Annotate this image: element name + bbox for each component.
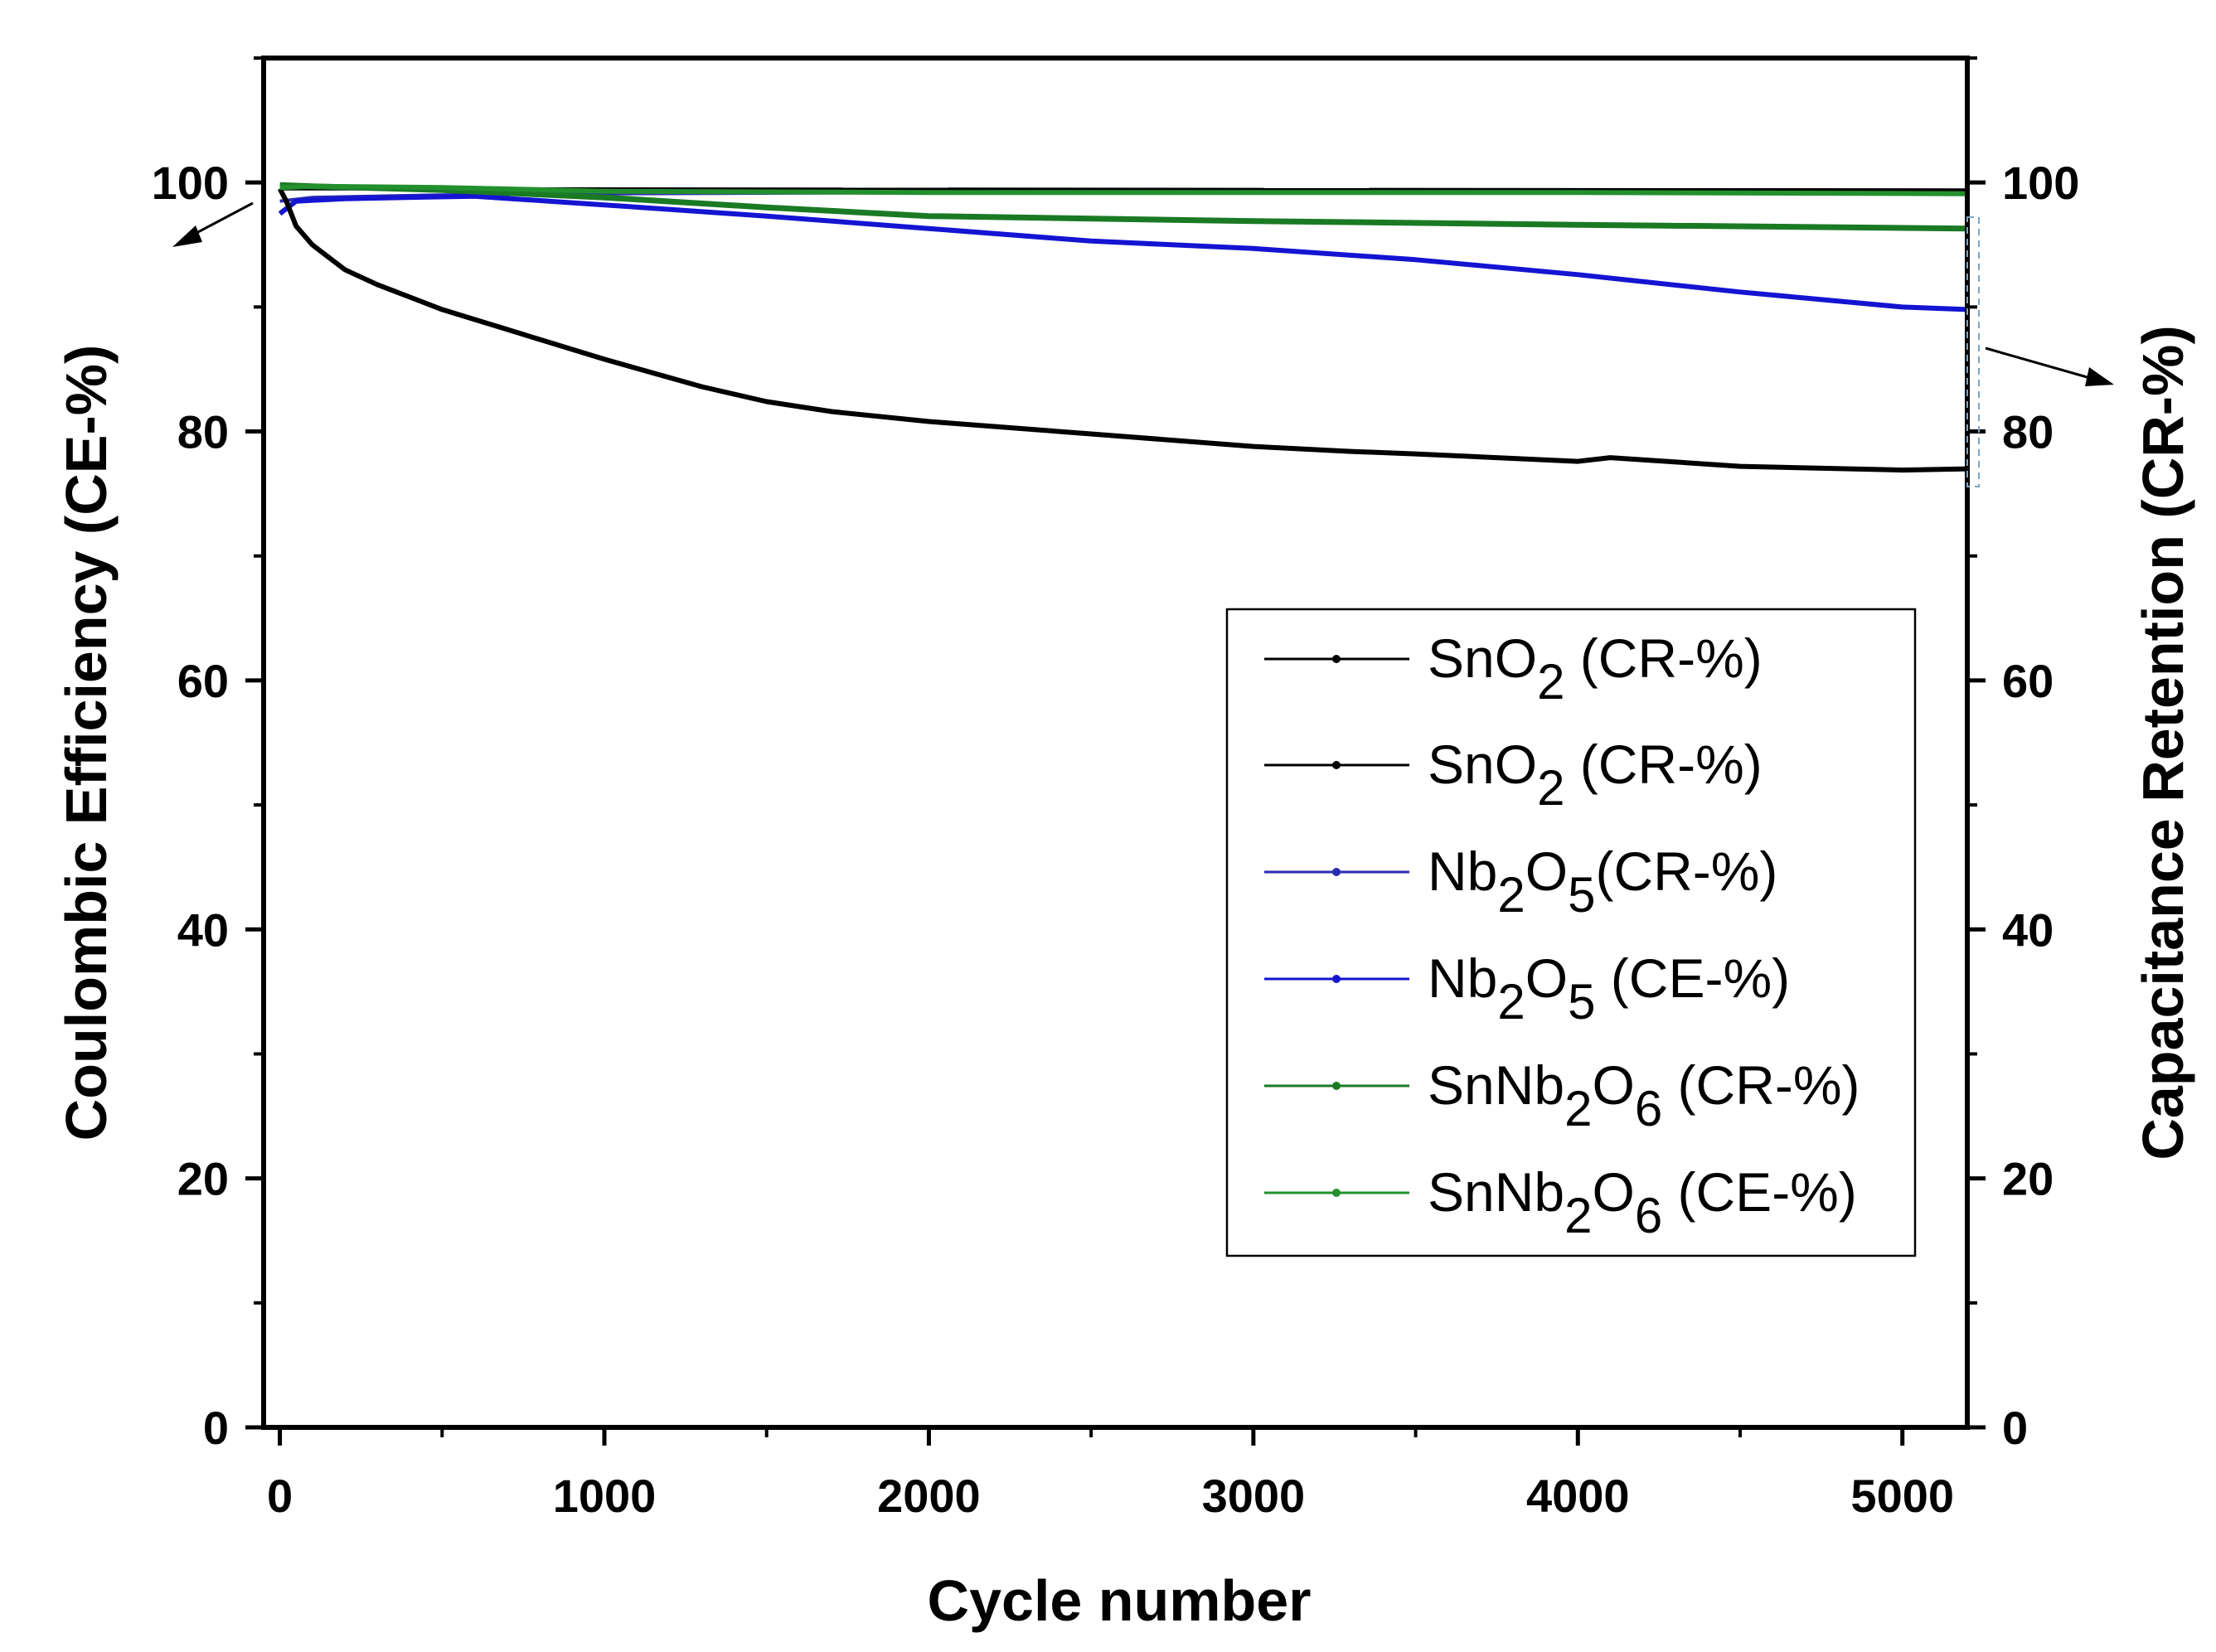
legend-marker <box>1332 868 1341 876</box>
x-tick-label: 5000 <box>1850 1470 1954 1522</box>
highlight-bracket <box>1966 216 1980 487</box>
legend-sub2: 6 <box>1635 1188 1662 1243</box>
legend-sub1: 2 <box>1537 654 1564 710</box>
legend-marker <box>1332 761 1341 769</box>
x-tick-label: 1000 <box>553 1470 657 1522</box>
legend-marker <box>1332 1082 1341 1090</box>
y-tick-label-left: 100 <box>152 157 229 209</box>
legend-pre: SnNb <box>1428 1161 1564 1223</box>
series-line-1 <box>277 187 1968 473</box>
legend-mid: O <box>1592 1161 1634 1223</box>
y-tick-label-right: 80 <box>2002 406 2054 458</box>
y-tick-label-right: 100 <box>2002 157 2079 209</box>
y-tick-label-right: 60 <box>2002 655 2054 707</box>
legend-pre: Nb <box>1428 841 1497 902</box>
y-tick-label-right: 20 <box>2002 1153 2054 1205</box>
legend-sub2: 5 <box>1568 974 1595 1029</box>
y-tick-label-right: 0 <box>2002 1402 2028 1454</box>
x-tick-label: 0 <box>267 1470 293 1522</box>
series-lines <box>277 182 1968 473</box>
legend-post: (CR-%) <box>1595 841 1777 902</box>
legend-item: SnO2 (CR-%) <box>1264 734 1763 816</box>
legend: SnO2 (CR-%)SnO2 (CR-%)Nb2O5(CR-%)Nb2O5 (… <box>1225 608 1917 1257</box>
legend-pre: Nb <box>1428 947 1497 1009</box>
legend-label: Nb2O5 (CE-%) <box>1428 947 1790 1029</box>
x-tick-label: 4000 <box>1526 1470 1630 1522</box>
y-tick-label-right: 40 <box>2002 904 2054 956</box>
y-tick-label-left: 20 <box>177 1153 229 1205</box>
y-axis-title-left: Coulombic Efficiency (CE-%) <box>54 345 119 1141</box>
y-tick-label-left: 0 <box>203 1402 229 1454</box>
legend-post: (CE-%) <box>1662 1161 1857 1223</box>
legend-marker <box>1332 655 1341 663</box>
legend-sub1: 2 <box>1564 1081 1592 1136</box>
legend-label: SnNb2O6 (CR-%) <box>1428 1054 1860 1136</box>
legend-post: (CR-%) <box>1564 734 1762 795</box>
legend-mid: O <box>1592 1054 1634 1116</box>
x-tick-label: 2000 <box>877 1470 981 1522</box>
legend-label: SnO2 (CR-%) <box>1428 734 1763 816</box>
legend-label: Nb2O5(CR-%) <box>1428 841 1777 923</box>
legend-sub1: 2 <box>1537 760 1564 816</box>
y-tick-label-left: 60 <box>177 655 229 707</box>
legend-post: (CR-%) <box>1662 1054 1860 1116</box>
legend-marker <box>1332 1189 1341 1197</box>
legend-label: SnO2 (CR-%) <box>1428 627 1763 710</box>
y-tick-label-left: 80 <box>177 406 229 458</box>
legend-item: SnNb2O6 (CE-%) <box>1264 1161 1857 1243</box>
legend-item: SnO2 (CR-%) <box>1264 627 1763 710</box>
y-tick-label-left: 40 <box>177 904 229 956</box>
legend-label: SnNb2O6 (CE-%) <box>1428 1161 1857 1243</box>
legend-sub1: 2 <box>1564 1188 1592 1243</box>
legend-post: (CE-%) <box>1595 947 1790 1009</box>
x-tick-label: 3000 <box>1202 1470 1306 1522</box>
legend-marker <box>1332 975 1341 983</box>
legend-item: Nb2O5 (CE-%) <box>1264 947 1790 1029</box>
legend-mid: O <box>1525 947 1568 1009</box>
legend-pre: SnO <box>1428 734 1537 795</box>
left-axis-arrow <box>172 201 254 247</box>
legend-pre: SnNb <box>1428 1054 1564 1116</box>
legend-pre: SnO <box>1428 627 1537 689</box>
y-axis-title-right: Capacitance Retention (CR-%) <box>2131 325 2195 1160</box>
legend-item: Nb2O5(CR-%) <box>1264 841 1777 923</box>
legend-sub1: 2 <box>1497 974 1525 1029</box>
legend-sub2: 6 <box>1635 1081 1662 1136</box>
legend-sub2: 5 <box>1568 867 1595 923</box>
right-axis-arrow <box>1985 346 2114 386</box>
legend-item: SnNb2O6 (CR-%) <box>1264 1054 1860 1136</box>
plot-frame <box>261 56 1970 1430</box>
legend-post: (CR-%) <box>1564 627 1762 689</box>
series-line-3 <box>278 193 1968 312</box>
x-axis-title: Cycle number <box>928 1568 1312 1633</box>
legend-box <box>1225 608 1917 1257</box>
legend-sub1: 2 <box>1497 867 1525 923</box>
series-line-5 <box>279 183 1968 196</box>
legend-mid: O <box>1525 841 1568 902</box>
